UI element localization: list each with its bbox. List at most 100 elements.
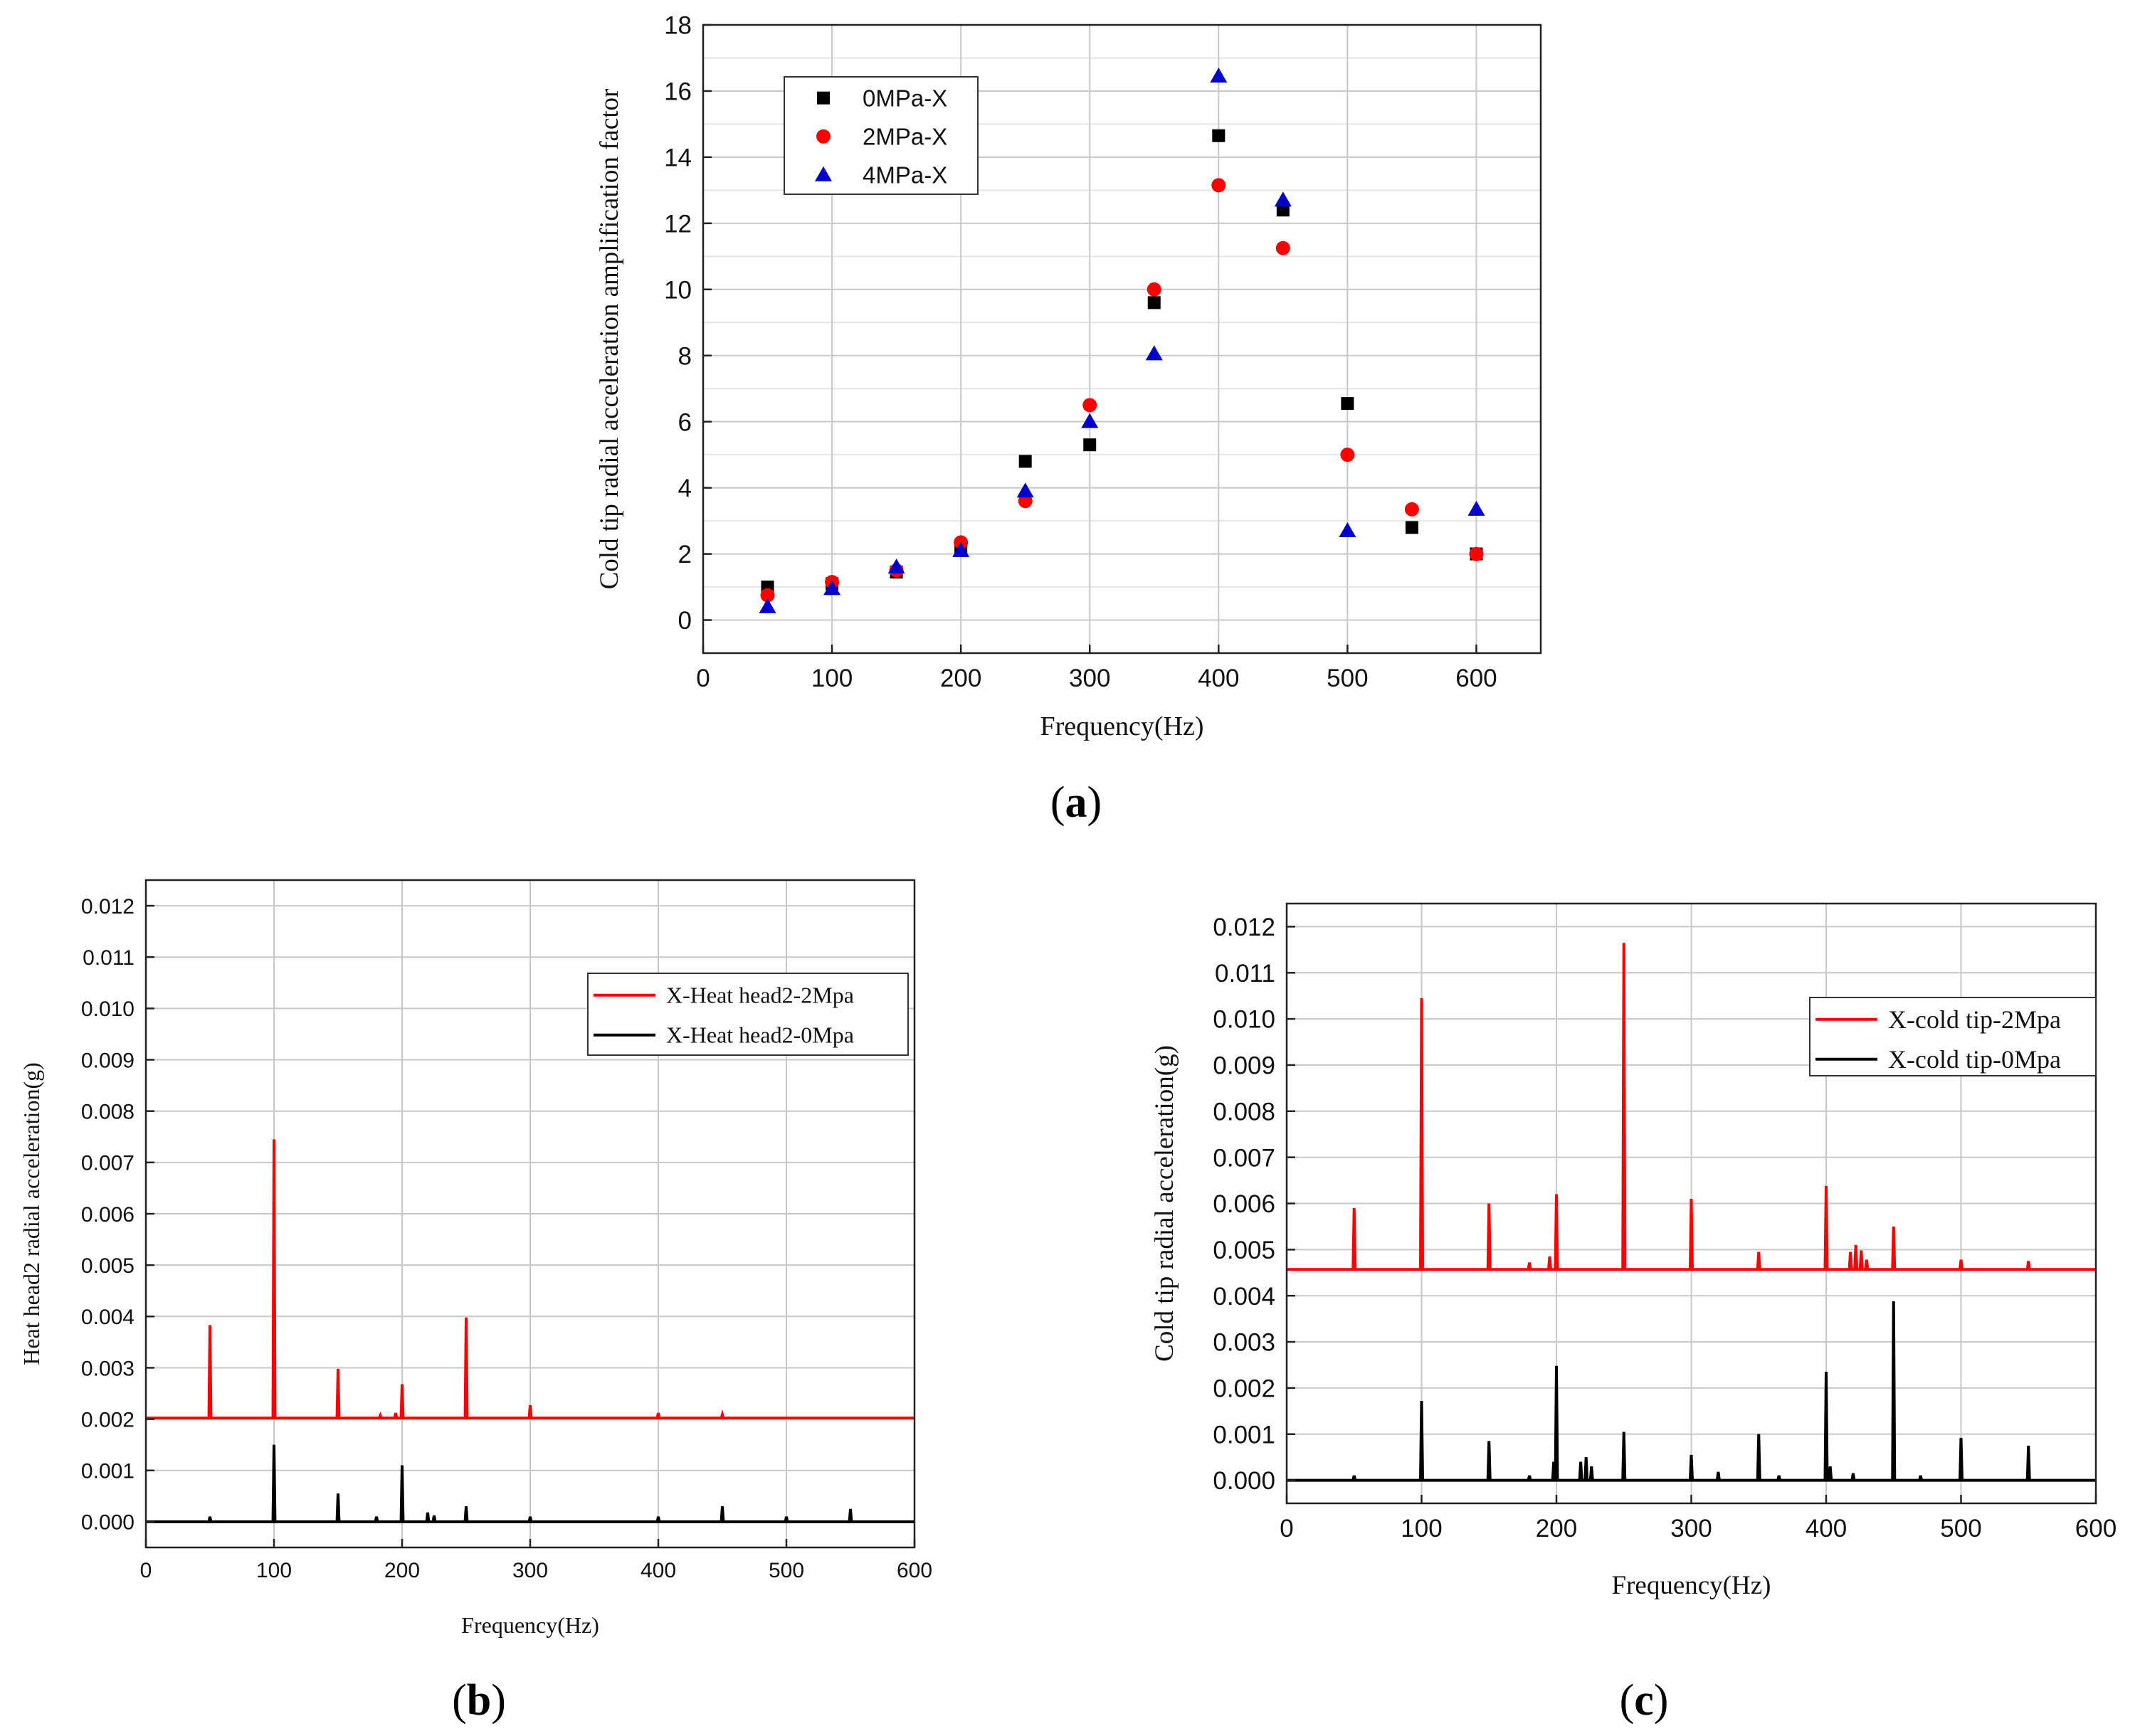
y-tick-label: 0.003 (1213, 1329, 1275, 1357)
data-point (1341, 397, 1354, 411)
y-tick-label: 0.000 (1213, 1467, 1275, 1495)
legend-box (587, 973, 909, 1056)
y-tick-label: 0 (678, 607, 692, 635)
y-tick-label: 6 (678, 408, 692, 436)
panel-label: (b) (452, 1676, 506, 1725)
y-tick-label: 0.011 (1215, 960, 1275, 988)
y-tick-label: 0.012 (1213, 914, 1275, 941)
data-point (1018, 455, 1032, 468)
data-point (1404, 502, 1419, 517)
series-4MPa-X (759, 68, 1485, 613)
data-point (1339, 522, 1356, 538)
x-tick-label: 0 (696, 665, 710, 692)
series-line-X-cold tip-2Mpa (1287, 943, 2096, 1271)
y-tick-label: 4 (678, 475, 692, 502)
data-point (823, 580, 841, 596)
x-tick-label: 400 (641, 1559, 676, 1582)
x-tick-label: 600 (897, 1559, 932, 1582)
x-tick-label: 100 (1401, 1515, 1442, 1542)
panel-label: (a) (1050, 778, 1102, 827)
y-tick-label: 0.012 (81, 895, 135, 919)
x-tick-label: 0 (1280, 1515, 1293, 1542)
legend: X-cold tip-2Mpa X-cold tip-0Mpa (1809, 997, 2097, 1076)
series-line-X-Heat head2-2Mpa (146, 1139, 914, 1420)
chart-a: 0 100 200 300 400 500 600 0 2 4 6 8 10 12 14 16 18 Freque… (595, 12, 1542, 827)
data-point (1212, 129, 1226, 142)
data-point (1405, 521, 1418, 534)
data-point (1469, 546, 1484, 561)
y-tick-label: 0.002 (1213, 1375, 1275, 1402)
legend-label: X-Heat head2-2Mpa (666, 983, 854, 1008)
x-tick-label: 0 (140, 1559, 152, 1582)
y-tick-label: 0.008 (81, 1100, 135, 1123)
data-point (1275, 240, 1290, 255)
chart-c: 0 100 200 300 400 500 600 0.000 0.001 0.002 0.003 0… (1150, 902, 2117, 1725)
y-axis-title: Cold tip radial acceleration amplificati… (595, 89, 624, 590)
data-point (1147, 296, 1161, 309)
y-tick-label: 18 (664, 12, 692, 40)
data-point (759, 598, 776, 613)
x-tick-label: 400 (1806, 1515, 1847, 1542)
legend-label: 0MPa-X (863, 85, 947, 112)
y-tick-label: 0.001 (1213, 1421, 1275, 1449)
axes-frame (702, 23, 1542, 655)
data-point (1274, 191, 1292, 207)
y-tick-label: 0.002 (81, 1408, 135, 1431)
legend-label: 2MPa-X (863, 124, 947, 150)
y-tick-label: 8 (678, 342, 692, 370)
y-tick-label: 0.003 (81, 1357, 135, 1380)
series-line-X-cold tip-0Mpa (1287, 1301, 2096, 1482)
data-point (760, 588, 775, 603)
legend-box (1809, 997, 2097, 1076)
legend-label: X-Heat head2-0Mpa (666, 1022, 854, 1048)
data-point (1016, 482, 1034, 498)
x-tick-label: 300 (1069, 665, 1110, 692)
y-tick-label: 0.010 (81, 997, 135, 1021)
data-point (952, 541, 970, 557)
series-line-X-Heat head2-0Mpa (146, 1444, 914, 1523)
x-tick-label: 500 (1940, 1515, 1981, 1542)
x-tick-label: 200 (1536, 1515, 1577, 1542)
y-tick-label: 0.006 (1213, 1190, 1275, 1218)
x-axis-title: Frequency(Hz) (1040, 711, 1203, 741)
data-point (1340, 448, 1355, 462)
data-point (1083, 438, 1097, 452)
y-tick-label: 2 (678, 541, 692, 568)
series-2MPa-X (760, 178, 1484, 603)
legend-label: X-cold tip-2Mpa (1888, 1005, 2061, 1034)
data-point (1276, 203, 1290, 217)
y-tick-label: 14 (664, 144, 692, 171)
y-tick-label: 0.000 (81, 1511, 135, 1535)
data-point (1082, 398, 1097, 413)
y-tick-label: 12 (664, 210, 692, 238)
x-tick-label: 100 (256, 1559, 292, 1582)
x-tick-label: 200 (384, 1559, 420, 1582)
x-tick-label: 500 (1327, 665, 1368, 692)
legend: 0MPa-X 2MPa-X 4MPa-X (784, 76, 979, 195)
y-axis-title: Cold tip radial acceleration(g) (1150, 1045, 1179, 1362)
y-tick-label: 0.007 (1213, 1144, 1275, 1172)
y-tick-label: 10 (664, 276, 692, 304)
data-point (1467, 500, 1485, 516)
x-tick-label: 600 (2075, 1515, 2117, 1542)
data-point (1147, 282, 1161, 297)
legend-marker (817, 91, 830, 105)
y-tick-label: 0.004 (1213, 1283, 1275, 1311)
legend-label: X-cold tip-0Mpa (1888, 1045, 2061, 1074)
x-tick-label: 200 (940, 665, 981, 692)
y-tick-label: 0.008 (1213, 1098, 1275, 1126)
data-point (1145, 345, 1163, 361)
legend-label: 4MPa-X (863, 162, 947, 189)
data-point (1081, 413, 1099, 428)
legend-marker (816, 129, 831, 144)
x-tick-label: 400 (1198, 665, 1239, 692)
y-tick-label: 0.005 (81, 1254, 135, 1278)
y-tick-label: 0.007 (81, 1152, 135, 1175)
y-tick-label: 0.009 (81, 1049, 135, 1072)
y-tick-label: 16 (664, 78, 692, 106)
y-tick-label: 0.004 (81, 1306, 135, 1329)
chart-b: 0 100 200 300 400 500 600 0.000 0.001 0.002 0.003 0… (19, 879, 932, 1725)
x-tick-label: 300 (1670, 1515, 1712, 1542)
x-axis-title: Frequency(Hz) (461, 1612, 599, 1638)
